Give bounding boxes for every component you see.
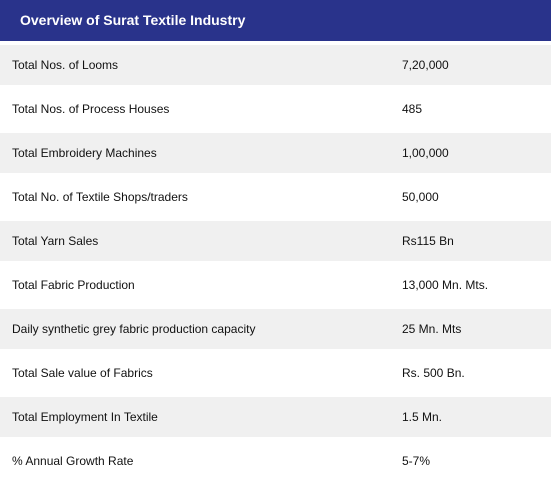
row-value: 7,20,000 — [402, 58, 449, 72]
table-row: Total Nos. of Process Houses 485 — [0, 89, 551, 129]
row-label: Total Embroidery Machines — [12, 146, 157, 160]
table-row: Daily synthetic grey fabric production c… — [0, 309, 551, 349]
table-row: Total Employment In Textile 1.5 Mn. — [0, 397, 551, 437]
row-value: 13,000 Mn. Mts. — [402, 278, 489, 292]
row-value: 50,000 — [402, 190, 439, 204]
table-row: Total Nos. of Looms 7,20,000 — [0, 45, 551, 85]
row-label: Total Employment In Textile — [12, 410, 158, 424]
row-label: Daily synthetic grey fabric production c… — [12, 322, 256, 336]
row-label: Total Yarn Sales — [12, 234, 99, 248]
table-row: Total Yarn Sales Rs115 Bn — [0, 221, 551, 261]
table-title: Overview of Surat Textile Industry — [0, 0, 551, 41]
table-row: Total Embroidery Machines 1,00,000 — [0, 133, 551, 173]
row-label: Total No. of Textile Shops/traders — [12, 190, 188, 204]
row-value: 1,00,000 — [402, 146, 449, 160]
row-value: 5-7% — [402, 454, 431, 468]
table-row: Total No. of Textile Shops/traders 50,00… — [0, 177, 551, 217]
row-label: Total Nos. of Looms — [12, 58, 119, 72]
table-body: Total Nos. of Looms 7,20,000 Total Nos. … — [0, 45, 551, 485]
row-label: Total Nos. of Process Houses — [12, 102, 170, 116]
row-label: % Annual Growth Rate — [12, 454, 134, 468]
row-label: Total Sale value of Fabrics — [12, 366, 153, 380]
table-row: % Annual Growth Rate 5-7% — [0, 441, 551, 481]
table-row: Total Fabric Production 13,000 Mn. Mts. — [0, 265, 551, 305]
row-value: Rs. 500 Bn. — [402, 366, 465, 380]
row-value: Rs115 Bn — [402, 234, 454, 248]
row-label: Total Fabric Production — [12, 278, 135, 292]
row-value: 1.5 Mn. — [402, 410, 443, 424]
table-row: Total Sale value of Fabrics Rs. 500 Bn. — [0, 353, 551, 393]
row-value: 485 — [402, 102, 423, 116]
row-value: 25 Mn. Mts — [402, 322, 462, 336]
